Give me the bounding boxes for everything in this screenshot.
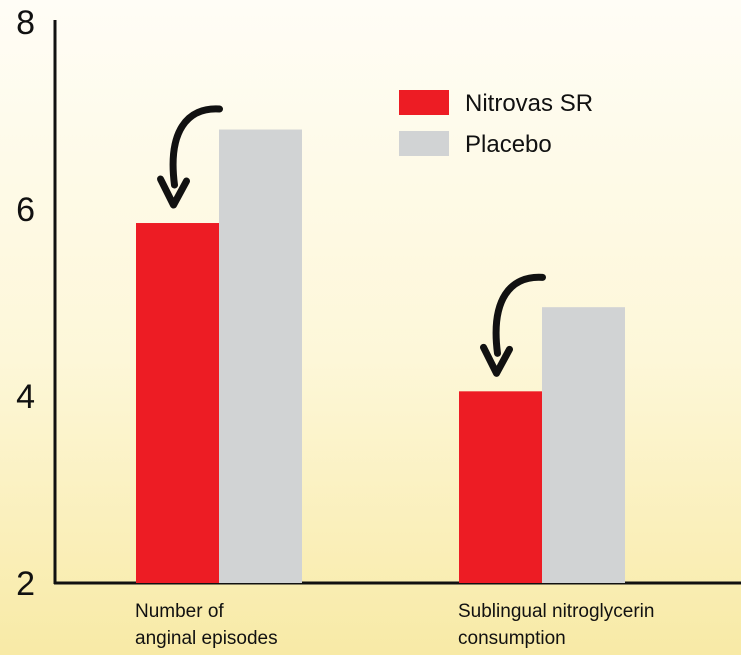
- bar-nitrovas-sr: [136, 223, 219, 583]
- legend-label: Placebo: [465, 131, 552, 158]
- category-label: anginal episodes: [135, 628, 278, 649]
- legend: Nitrovas SR Placebo: [399, 90, 593, 158]
- legend-swatch-nitrovas-sr: [399, 90, 449, 115]
- bar-nitrovas-sr: [459, 391, 542, 583]
- bar-placebo: [219, 129, 302, 583]
- category-label: Sublingual nitroglycerin: [458, 601, 654, 622]
- annotation-arrows: [157, 105, 546, 377]
- legend-label: Nitrovas SR: [465, 90, 593, 117]
- category-label: Number of: [135, 601, 224, 622]
- bars: [136, 129, 625, 583]
- category-label: consumption: [458, 628, 566, 649]
- legend-swatch-placebo: [399, 131, 449, 156]
- y-tick-label: 4: [16, 378, 35, 416]
- curved-arrow-icon: [157, 105, 223, 209]
- bar-placebo: [542, 307, 625, 583]
- curved-arrow-icon: [480, 273, 546, 377]
- y-tick-labels: 2 4 6 8: [16, 4, 35, 603]
- y-tick-label: 8: [16, 4, 35, 42]
- y-tick-label: 6: [16, 191, 35, 229]
- y-tick-label: 2: [16, 565, 35, 603]
- category-labels: Number of anginal episodes Sublingual nitr…: [135, 601, 654, 649]
